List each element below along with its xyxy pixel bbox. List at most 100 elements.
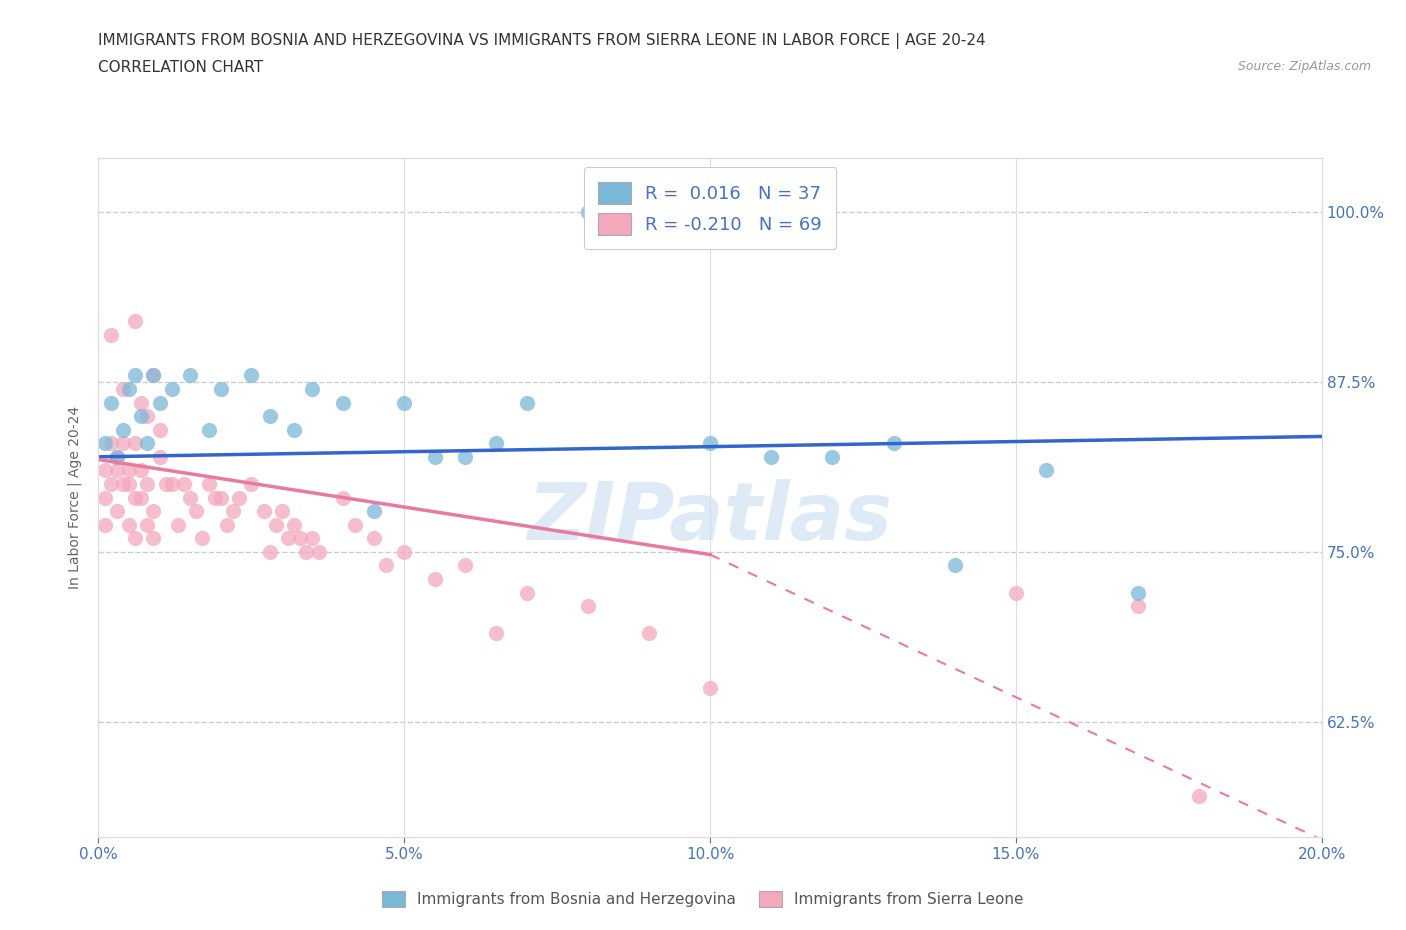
Point — [363, 531, 385, 546]
Text: ZIPatlas: ZIPatlas — [527, 479, 893, 557]
Point — [118, 517, 141, 532]
Point — [1128, 599, 1150, 614]
Point — [124, 368, 146, 383]
Point — [283, 422, 305, 437]
Point — [118, 463, 141, 478]
Point — [277, 531, 299, 546]
Point — [1004, 585, 1026, 600]
Point — [124, 436, 146, 451]
Text: Source: ZipAtlas.com: Source: ZipAtlas.com — [1237, 60, 1371, 73]
Point — [209, 381, 232, 396]
Point — [142, 531, 165, 546]
Point — [283, 517, 305, 532]
Point — [423, 449, 446, 464]
Point — [124, 531, 146, 546]
Point — [129, 463, 152, 478]
Point — [160, 381, 183, 396]
Text: IMMIGRANTS FROM BOSNIA AND HERZEGOVINA VS IMMIGRANTS FROM SIERRA LEONE IN LABOR : IMMIGRANTS FROM BOSNIA AND HERZEGOVINA V… — [98, 33, 986, 48]
Point — [228, 490, 250, 505]
Point — [270, 504, 292, 519]
Point — [136, 436, 159, 451]
Point — [100, 395, 122, 410]
Point — [129, 395, 152, 410]
Point — [197, 422, 219, 437]
Point — [392, 395, 416, 410]
Point — [186, 504, 208, 519]
Point — [637, 205, 661, 219]
Point — [197, 476, 219, 491]
Point — [118, 476, 141, 491]
Point — [883, 436, 905, 451]
Point — [136, 408, 159, 423]
Point — [392, 544, 416, 559]
Point — [129, 490, 152, 505]
Point — [485, 626, 508, 641]
Point — [111, 422, 134, 437]
Point — [344, 517, 367, 532]
Point — [1035, 463, 1057, 478]
Point — [100, 327, 122, 342]
Point — [240, 476, 263, 491]
Point — [1128, 585, 1150, 600]
Point — [1188, 789, 1211, 804]
Point — [332, 395, 354, 410]
Point — [264, 517, 287, 532]
Point — [240, 368, 263, 383]
Point — [290, 531, 312, 546]
Point — [93, 490, 115, 505]
Point — [105, 449, 128, 464]
Point — [105, 449, 128, 464]
Point — [454, 449, 477, 464]
Point — [637, 626, 661, 641]
Point — [111, 381, 134, 396]
Point — [105, 504, 128, 519]
Point — [252, 504, 274, 519]
Point — [759, 449, 782, 464]
Point — [142, 368, 165, 383]
Point — [160, 476, 183, 491]
Point — [111, 436, 134, 451]
Point — [295, 544, 318, 559]
Point — [136, 517, 159, 532]
Point — [100, 476, 122, 491]
Point — [93, 436, 115, 451]
Point — [142, 368, 165, 383]
Point — [485, 436, 508, 451]
Point — [124, 313, 146, 328]
Point — [301, 381, 323, 396]
Point — [259, 408, 281, 423]
Point — [155, 476, 177, 491]
Point — [308, 544, 330, 559]
Point — [149, 395, 172, 410]
Point — [111, 476, 134, 491]
Point — [454, 558, 477, 573]
Point — [259, 544, 281, 559]
Point — [179, 368, 201, 383]
Point — [136, 476, 159, 491]
Point — [105, 463, 128, 478]
Legend: R =  0.016   N = 37, R = -0.210   N = 69: R = 0.016 N = 37, R = -0.210 N = 69 — [583, 167, 837, 249]
Point — [149, 422, 172, 437]
Point — [215, 517, 238, 532]
Point — [167, 517, 190, 532]
Y-axis label: In Labor Force | Age 20-24: In Labor Force | Age 20-24 — [67, 406, 83, 589]
Point — [516, 585, 538, 600]
Point — [93, 517, 115, 532]
Point — [100, 436, 122, 451]
Point — [129, 408, 152, 423]
Point — [93, 463, 115, 478]
Point — [821, 449, 844, 464]
Point — [142, 504, 165, 519]
Point — [149, 449, 172, 464]
Point — [699, 680, 721, 695]
Point — [301, 531, 323, 546]
Legend: Immigrants from Bosnia and Herzegovina, Immigrants from Sierra Leone: Immigrants from Bosnia and Herzegovina, … — [375, 884, 1031, 913]
Point — [173, 476, 195, 491]
Point — [191, 531, 214, 546]
Point — [204, 490, 226, 505]
Point — [332, 490, 354, 505]
Point — [699, 436, 721, 451]
Point — [374, 558, 396, 573]
Point — [423, 572, 446, 587]
Point — [118, 381, 141, 396]
